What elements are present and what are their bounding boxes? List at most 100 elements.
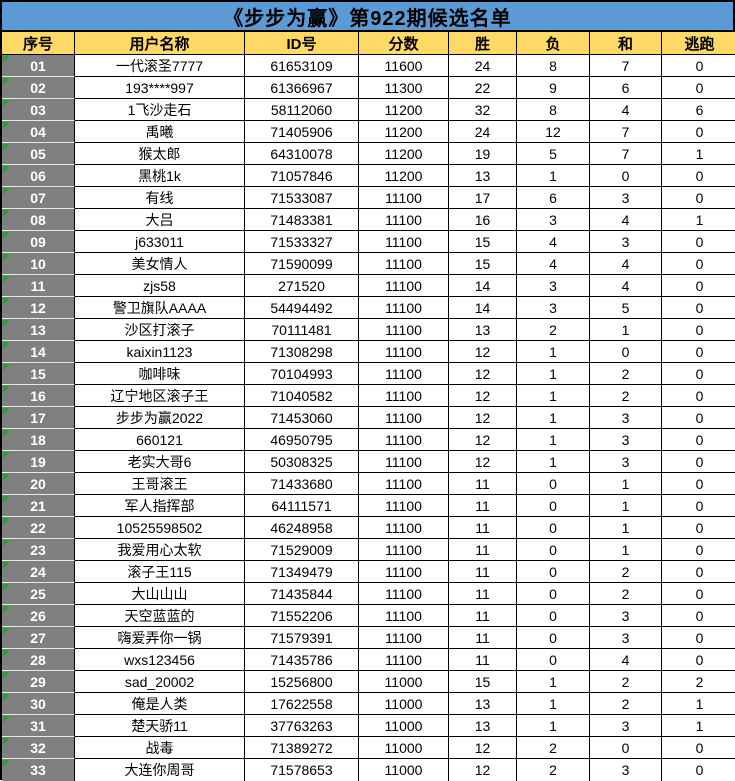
cell-id[interactable]: 71057846 bbox=[245, 165, 359, 187]
cell-flees[interactable]: 0 bbox=[662, 627, 735, 649]
cell-index[interactable]: 07 bbox=[2, 187, 75, 209]
cell-wins[interactable]: 13 bbox=[449, 715, 517, 737]
cell-draws[interactable]: 1 bbox=[590, 539, 662, 561]
cell-score[interactable]: 11100 bbox=[359, 341, 449, 363]
cell-losses[interactable]: 1 bbox=[517, 165, 590, 187]
cell-index[interactable]: 06 bbox=[2, 165, 75, 187]
cell-flees[interactable]: 0 bbox=[662, 341, 735, 363]
cell-flees[interactable]: 0 bbox=[662, 583, 735, 605]
cell-id[interactable]: 17622558 bbox=[245, 693, 359, 715]
cell-username[interactable]: 步步为赢2022 bbox=[75, 407, 245, 429]
cell-id[interactable]: 64310078 bbox=[245, 143, 359, 165]
cell-index[interactable]: 19 bbox=[2, 451, 75, 473]
cell-losses[interactable]: 0 bbox=[517, 649, 590, 671]
cell-draws[interactable]: 3 bbox=[590, 231, 662, 253]
cell-id[interactable]: 71435786 bbox=[245, 649, 359, 671]
cell-draws[interactable]: 1 bbox=[590, 473, 662, 495]
cell-draws[interactable]: 3 bbox=[590, 187, 662, 209]
cell-draws[interactable]: 4 bbox=[590, 99, 662, 121]
cell-flees[interactable]: 0 bbox=[662, 55, 735, 77]
cell-flees[interactable]: 1 bbox=[662, 693, 735, 715]
cell-index[interactable]: 12 bbox=[2, 297, 75, 319]
cell-losses[interactable]: 12 bbox=[517, 121, 590, 143]
cell-score[interactable]: 11100 bbox=[359, 429, 449, 451]
cell-flees[interactable]: 0 bbox=[662, 407, 735, 429]
cell-id[interactable]: 71579391 bbox=[245, 627, 359, 649]
cell-flees[interactable]: 1 bbox=[662, 209, 735, 231]
cell-flees[interactable]: 0 bbox=[662, 649, 735, 671]
cell-draws[interactable]: 2 bbox=[590, 671, 662, 693]
cell-draws[interactable]: 6 bbox=[590, 77, 662, 99]
cell-wins[interactable]: 24 bbox=[449, 121, 517, 143]
cell-index[interactable]: 23 bbox=[2, 539, 75, 561]
cell-draws[interactable]: 2 bbox=[590, 693, 662, 715]
cell-wins[interactable]: 14 bbox=[449, 297, 517, 319]
cell-draws[interactable]: 2 bbox=[590, 583, 662, 605]
cell-wins[interactable]: 15 bbox=[449, 231, 517, 253]
cell-losses[interactable]: 1 bbox=[517, 693, 590, 715]
cell-losses[interactable]: 1 bbox=[517, 715, 590, 737]
cell-draws[interactable]: 0 bbox=[590, 341, 662, 363]
cell-losses[interactable]: 2 bbox=[517, 737, 590, 759]
cell-draws[interactable]: 1 bbox=[590, 517, 662, 539]
cell-index[interactable]: 21 bbox=[2, 495, 75, 517]
cell-id[interactable]: 70111481 bbox=[245, 319, 359, 341]
cell-id[interactable]: 71533327 bbox=[245, 231, 359, 253]
cell-wins[interactable]: 13 bbox=[449, 165, 517, 187]
cell-wins[interactable]: 12 bbox=[449, 385, 517, 407]
cell-index[interactable]: 13 bbox=[2, 319, 75, 341]
cell-flees[interactable]: 0 bbox=[662, 517, 735, 539]
cell-username[interactable]: 我爱用心太软 bbox=[75, 539, 245, 561]
cell-username[interactable]: 美女情人 bbox=[75, 253, 245, 275]
cell-username[interactable]: 军人指挥部 bbox=[75, 495, 245, 517]
cell-wins[interactable]: 11 bbox=[449, 517, 517, 539]
cell-id[interactable]: 71533087 bbox=[245, 187, 359, 209]
cell-score[interactable]: 11100 bbox=[359, 517, 449, 539]
cell-index[interactable]: 30 bbox=[2, 693, 75, 715]
cell-id[interactable]: 46950795 bbox=[245, 429, 359, 451]
cell-username[interactable]: 有线 bbox=[75, 187, 245, 209]
cell-wins[interactable]: 17 bbox=[449, 187, 517, 209]
cell-score[interactable]: 11000 bbox=[359, 737, 449, 759]
cell-wins[interactable]: 11 bbox=[449, 539, 517, 561]
cell-wins[interactable]: 12 bbox=[449, 737, 517, 759]
cell-draws[interactable]: 4 bbox=[590, 275, 662, 297]
cell-score[interactable]: 11000 bbox=[359, 759, 449, 781]
cell-wins[interactable]: 11 bbox=[449, 627, 517, 649]
cell-score[interactable]: 11200 bbox=[359, 143, 449, 165]
cell-draws[interactable]: 7 bbox=[590, 143, 662, 165]
cell-id[interactable]: 64111571 bbox=[245, 495, 359, 517]
cell-losses[interactable]: 0 bbox=[517, 473, 590, 495]
cell-losses[interactable]: 8 bbox=[517, 55, 590, 77]
cell-username[interactable]: 咖啡味 bbox=[75, 363, 245, 385]
cell-losses[interactable]: 0 bbox=[517, 561, 590, 583]
cell-losses[interactable]: 3 bbox=[517, 209, 590, 231]
cell-username[interactable]: kaixin1123 bbox=[75, 341, 245, 363]
cell-flees[interactable]: 0 bbox=[662, 297, 735, 319]
cell-flees[interactable]: 0 bbox=[662, 275, 735, 297]
cell-flees[interactable]: 0 bbox=[662, 319, 735, 341]
cell-flees[interactable]: 0 bbox=[662, 429, 735, 451]
cell-losses[interactable]: 1 bbox=[517, 451, 590, 473]
cell-score[interactable]: 11100 bbox=[359, 385, 449, 407]
cell-index[interactable]: 16 bbox=[2, 385, 75, 407]
cell-wins[interactable]: 11 bbox=[449, 605, 517, 627]
cell-flees[interactable]: 0 bbox=[662, 165, 735, 187]
cell-score[interactable]: 11100 bbox=[359, 297, 449, 319]
cell-losses[interactable]: 0 bbox=[517, 583, 590, 605]
cell-draws[interactable]: 1 bbox=[590, 319, 662, 341]
cell-id[interactable]: 37763263 bbox=[245, 715, 359, 737]
header-cell-index[interactable]: 序号 bbox=[2, 32, 75, 55]
cell-flees[interactable]: 1 bbox=[662, 143, 735, 165]
cell-username[interactable]: 1飞沙走石 bbox=[75, 99, 245, 121]
cell-losses[interactable]: 8 bbox=[517, 99, 590, 121]
cell-score[interactable]: 11100 bbox=[359, 495, 449, 517]
cell-losses[interactable]: 2 bbox=[517, 319, 590, 341]
cell-index[interactable]: 05 bbox=[2, 143, 75, 165]
cell-score[interactable]: 11100 bbox=[359, 649, 449, 671]
cell-losses[interactable]: 4 bbox=[517, 253, 590, 275]
cell-id[interactable]: 71435844 bbox=[245, 583, 359, 605]
cell-wins[interactable]: 16 bbox=[449, 209, 517, 231]
cell-flees[interactable]: 0 bbox=[662, 737, 735, 759]
cell-draws[interactable]: 0 bbox=[590, 737, 662, 759]
